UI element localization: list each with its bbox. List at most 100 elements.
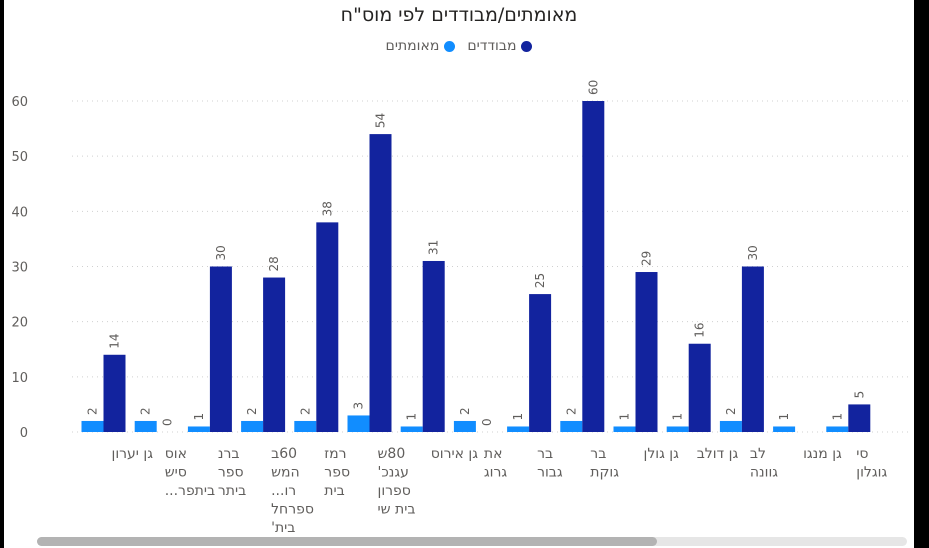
bar [613, 426, 636, 432]
x-tick-label: סיש [165, 465, 187, 481]
bar [316, 222, 339, 432]
bar [347, 415, 370, 432]
x-tick-label: ביתפר... [165, 483, 215, 499]
x-tick-label: ברנ [218, 446, 240, 462]
x-tick-label: לב [750, 446, 766, 462]
data-label: 2 [298, 407, 312, 415]
x-tick-label: גבור [537, 465, 563, 481]
bar [666, 426, 689, 432]
bar [582, 101, 605, 432]
bar [81, 420, 104, 432]
x-tick-label: רו... [271, 483, 296, 499]
data-label: 2 [245, 407, 259, 415]
data-label: 1 [618, 413, 632, 421]
x-tick-label: בית שי [378, 502, 416, 518]
bar [134, 420, 157, 432]
legend-label-isolated: מבודדים [467, 38, 517, 54]
bar [294, 420, 317, 432]
bar [369, 134, 392, 432]
data-label: 14 [108, 333, 122, 348]
x-tick-label: גן דולב [697, 446, 739, 462]
x-tick-label: סי [856, 446, 868, 462]
bar [848, 404, 871, 432]
data-label: 60 [586, 80, 600, 95]
data-label: 2 [724, 407, 738, 415]
x-tick-label: גן גולן [644, 446, 680, 462]
chart-legend: מבודדים מאומתים [4, 38, 914, 54]
legend-label-confirmed: מאומתים [385, 38, 440, 54]
x-tick-label: עגנכ' [378, 465, 409, 481]
x-tick-label: בר [590, 446, 606, 462]
data-label: 30 [214, 245, 228, 260]
bar [560, 420, 583, 432]
data-label: 1 [671, 413, 685, 421]
x-tick-label: אוס [165, 446, 187, 462]
chart-title: מאומתים/מבודדים לפי מוס"ח [340, 4, 578, 26]
y-tick-label: 30 [11, 261, 28, 276]
bar [103, 354, 126, 432]
bar [826, 426, 849, 432]
bar [635, 272, 658, 432]
bar [719, 420, 742, 432]
data-label: 1 [192, 413, 206, 421]
data-label: 30 [746, 245, 760, 260]
bar [400, 426, 423, 432]
legend-item-isolated[interactable]: מבודדים [467, 38, 533, 54]
x-tick-label: ביתר [218, 483, 246, 499]
data-label: 29 [640, 251, 654, 266]
y-tick-label: 60 [11, 95, 28, 110]
x-tick-label: ספר [324, 465, 350, 481]
bar [741, 266, 764, 432]
data-label: 31 [427, 240, 441, 255]
x-tick-label: רמז [324, 446, 346, 462]
x-tick-label: בר [537, 446, 553, 462]
x-tick-label: ספר [218, 465, 244, 481]
x-tick-label: בית' [271, 520, 295, 536]
x-tick-label: ספרון [378, 483, 411, 499]
bar [507, 426, 530, 432]
data-label: 38 [320, 201, 334, 216]
scrollbar-thumb[interactable] [37, 537, 657, 546]
data-label: 1 [830, 413, 844, 421]
x-tick-label: גרוג [484, 465, 507, 481]
legend-marker-isolated [521, 40, 533, 52]
x-tick-label: 80ש [378, 446, 406, 462]
data-label: 3 [352, 402, 366, 410]
x-tick-label: גן מנגו [803, 446, 842, 462]
data-label: 2 [86, 407, 100, 415]
legend-marker-confirmed [444, 40, 456, 52]
data-label: 5 [852, 391, 866, 399]
x-tick-label: 60ב [271, 446, 297, 462]
x-tick-label: גן יערון [112, 446, 154, 462]
data-label: 1 [511, 413, 525, 421]
horizontal-scrollbar[interactable] [37, 537, 907, 546]
bar [209, 266, 232, 432]
y-tick-label: 20 [11, 316, 28, 331]
bar [688, 343, 711, 432]
x-tick-label: גוקת [590, 465, 619, 481]
bar [422, 260, 445, 432]
bar [187, 426, 210, 432]
window-edge [914, 0, 929, 548]
legend-item-confirmed[interactable]: מאומתים [386, 38, 456, 54]
bar [241, 420, 264, 432]
data-label: 2 [458, 407, 472, 415]
data-label: 16 [693, 322, 707, 337]
y-tick-label: 0 [20, 426, 28, 441]
data-label: 25 [533, 273, 547, 288]
data-label: 54 [374, 113, 388, 128]
bar [453, 420, 476, 432]
y-tick-label: 50 [11, 150, 28, 165]
bar [529, 294, 552, 432]
data-label: 1 [405, 413, 419, 421]
data-label: 2 [139, 407, 153, 415]
x-tick-label: גן אירוס [431, 446, 479, 462]
data-label: 28 [267, 256, 281, 271]
x-tick-label: המש [271, 465, 300, 481]
y-tick-label: 40 [11, 205, 28, 220]
y-tick-label: 10 [11, 371, 28, 386]
bar [773, 426, 796, 432]
data-label: 2 [564, 407, 578, 415]
data-label: 0 [480, 418, 494, 426]
